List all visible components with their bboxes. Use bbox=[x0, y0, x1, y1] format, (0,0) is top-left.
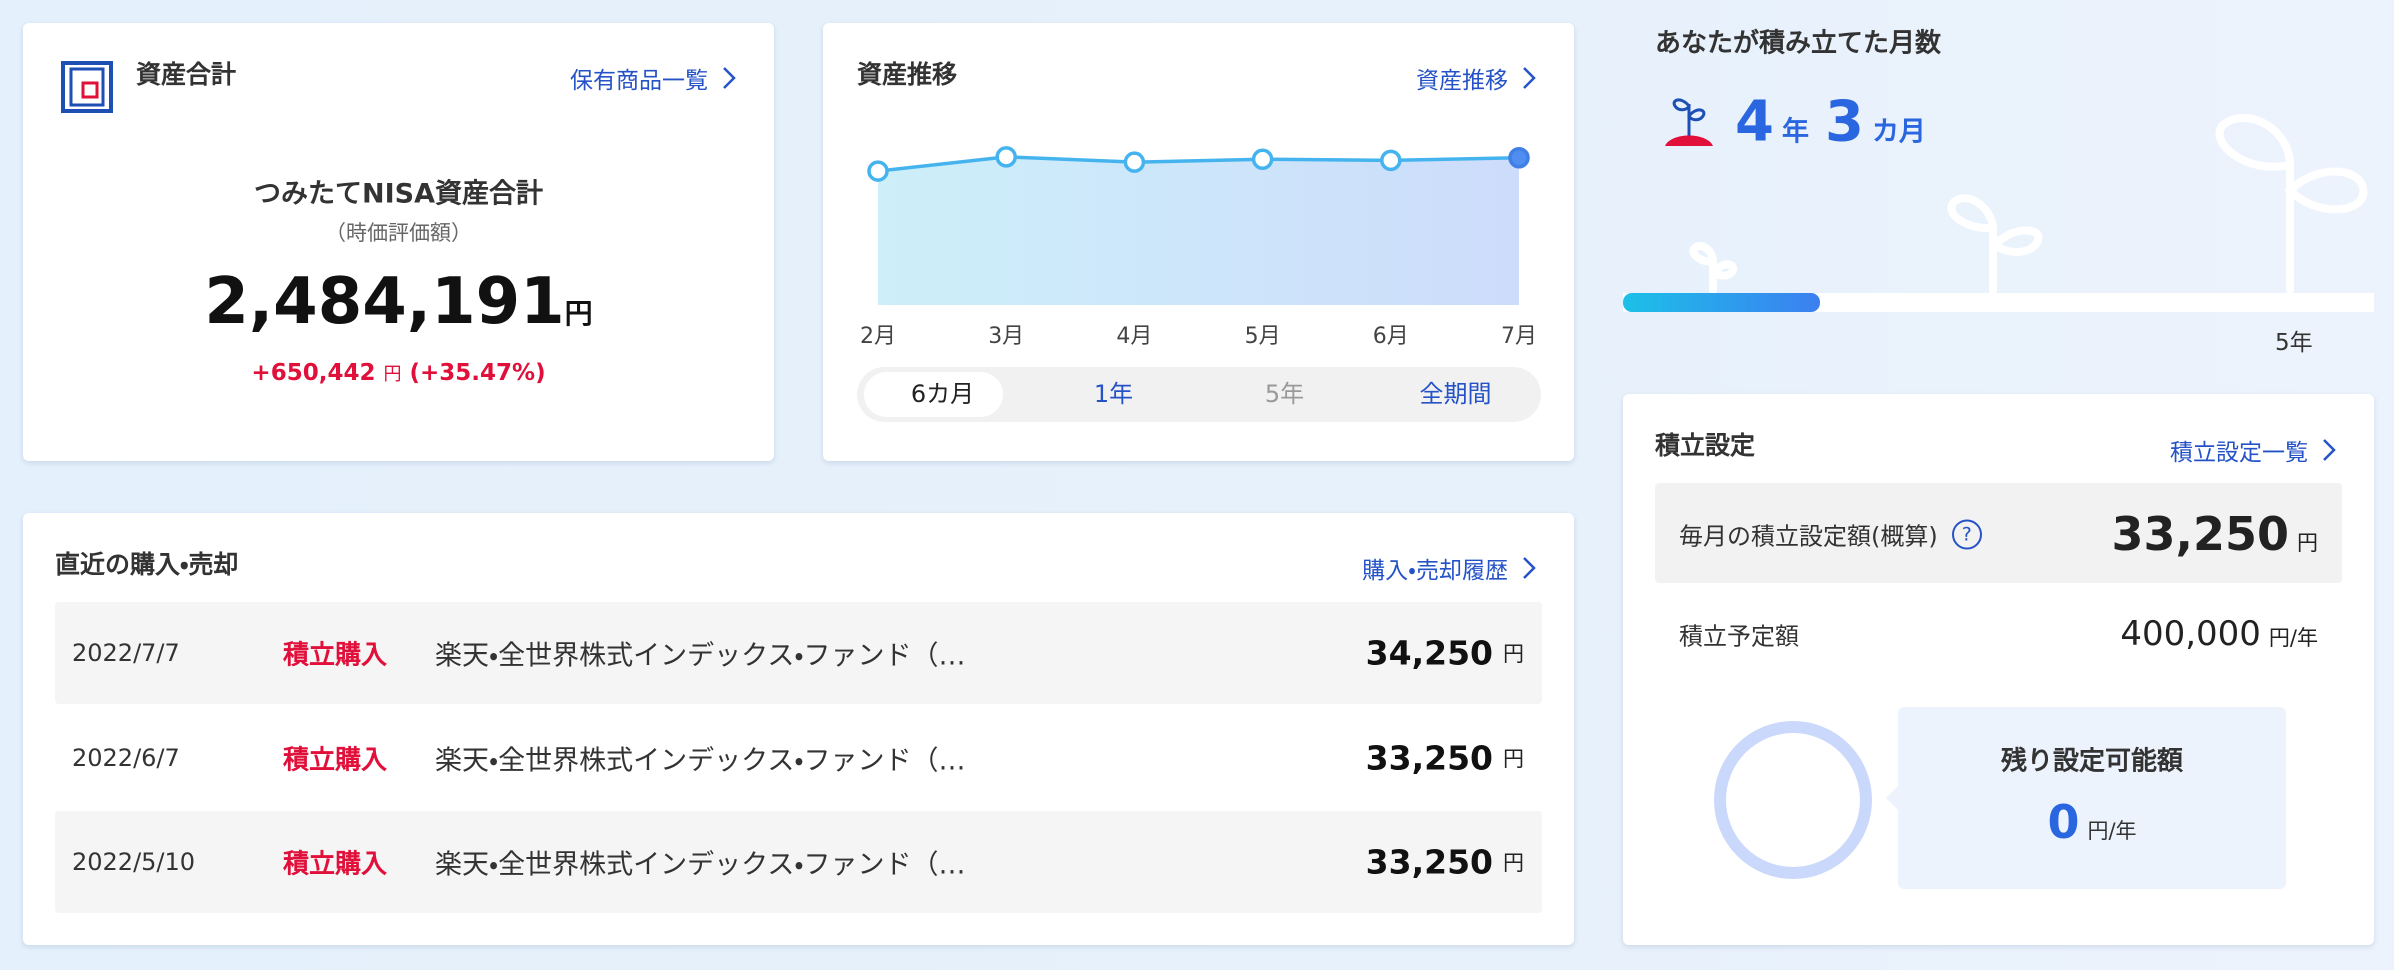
settings-link[interactable]: 積立設定一覧 bbox=[2170, 433, 2336, 467]
date: 2022/7/7 bbox=[72, 639, 180, 667]
point bbox=[995, 146, 1017, 168]
point bbox=[1380, 149, 1402, 172]
link-text[interactable]: 保有商品一覧 bbox=[570, 68, 708, 94]
x-tick-label: 5月 bbox=[1245, 324, 1281, 349]
date: 2022/6/7 bbox=[72, 743, 180, 772]
fund: 楽天・全世界株式インデックス・ファンド（… bbox=[435, 745, 966, 776]
x-tick-label: 2月 bbox=[860, 324, 896, 349]
amount: 33,250 bbox=[1365, 738, 1493, 777]
date: 2022/5/10 bbox=[72, 848, 196, 876]
planned-unit: 円/年 bbox=[2268, 626, 2318, 650]
gain-unit: 円 bbox=[383, 364, 402, 385]
years: 4 bbox=[1735, 89, 1774, 155]
amount: 2,484,191 bbox=[204, 265, 565, 339]
unit: 円 bbox=[1503, 642, 1524, 666]
asset-trend-card: 2月 3月 4月 5月 6月 7月 資産推移 資産推移 6カ月 1年 5年 全期間 bbox=[823, 23, 1574, 461]
monthly-amount: 33,250 bbox=[2111, 507, 2289, 561]
chevron bbox=[1523, 67, 1536, 89]
recent-card: 直近の購入・売却 購入・売却履歴 2022/7/7 積立購入 楽天・全世界株式インデ… bbox=[23, 513, 1574, 945]
trend-chart: 2月 3月 4月 5月 6月 7月 bbox=[860, 146, 1537, 349]
monthly-unit: 円 bbox=[2297, 531, 2318, 555]
card-title: 直近の購入・売却 bbox=[55, 550, 239, 579]
monthly-amount-group: 33,250 円 bbox=[2111, 507, 2318, 561]
asset-total-card: 資産合計 保有商品一覧 つみたてNISA資産合計 （時価評価額） 2,484,1… bbox=[23, 23, 774, 461]
months-unit: カ月 bbox=[1871, 116, 1926, 148]
years-unit: 年 bbox=[1781, 116, 1809, 148]
planned-amount: 400,000 bbox=[2120, 614, 2261, 654]
x-tick-label: 6月 bbox=[1373, 324, 1409, 349]
fund: 楽天・全世界株式インデックス・ファンド（… bbox=[435, 640, 966, 672]
period-tab[interactable]: 1年 bbox=[1093, 380, 1134, 408]
chevron bbox=[2323, 439, 2336, 461]
transaction-row[interactable]: 2022/5/10 積立購入 楽天・全世界株式インデックス・ファンド（… 円 33,25… bbox=[55, 811, 1542, 913]
gain-pct: (+35.47%) bbox=[409, 360, 546, 386]
monthly-label-group: 毎月の積立設定額(概算)? bbox=[1679, 517, 1982, 552]
monthly-box: 毎月の積立設定額(概算)? 33,250 円 bbox=[1655, 483, 2342, 583]
unit: 円 bbox=[1503, 851, 1524, 875]
area bbox=[878, 156, 1519, 305]
remaining-amount-group: 0 円/年 bbox=[1898, 795, 2286, 849]
pointer bbox=[1886, 786, 1898, 810]
period-tab[interactable]: 5年 bbox=[1264, 380, 1305, 408]
planned-label: 積立予定額 bbox=[1679, 622, 1799, 651]
point bbox=[1251, 148, 1274, 170]
transaction-row[interactable]: 2022/7/7 積立購入 楽天・全世界株式インデックス・ファンド（… 円 34,250 bbox=[55, 602, 1542, 704]
remaining-box: 残り設定可能額 0 円/年 bbox=[1886, 707, 2286, 889]
goal-label: 5年 bbox=[2275, 330, 2313, 356]
fund: 楽天・全世界株式インデックス・ファンド（… bbox=[435, 849, 966, 881]
x-tick-label: 4月 bbox=[1116, 324, 1152, 349]
nisa-label: つみたてNISA資産合計 bbox=[254, 178, 543, 210]
unit: 円 bbox=[564, 297, 593, 330]
remaining-amount: 0 bbox=[2047, 795, 2080, 849]
point bbox=[867, 160, 889, 182]
x-tick-label: 7月 bbox=[1501, 324, 1537, 349]
gain: +650,442 円 (+35.47%) bbox=[23, 360, 774, 386]
monthly-label: 毎月の積立設定額(概算) bbox=[1679, 522, 1938, 551]
remaining-unit: 円/年 bbox=[2087, 819, 2137, 843]
chevron bbox=[723, 67, 736, 89]
amount: 33,250 bbox=[1365, 842, 1493, 882]
unit: 円 bbox=[1503, 746, 1524, 771]
chevron bbox=[1523, 557, 1536, 579]
help-icon[interactable]: ? bbox=[1951, 519, 1982, 549]
period-tabs: 6カ月 1年 5年 全期間 bbox=[857, 367, 1541, 422]
period-tab[interactable]: 6カ月 bbox=[910, 380, 975, 408]
line bbox=[877, 155, 1520, 173]
period-tab[interactable]: 全期間 bbox=[1419, 380, 1492, 408]
planned-amount-group: 400,000 円/年 bbox=[2120, 614, 2318, 654]
months-panel: あなたが積み立てた月数 4 年 3 カ月 5年 bbox=[1623, 0, 2374, 380]
link-text[interactable]: 購入・売却履歴 bbox=[1362, 558, 1508, 584]
link-text[interactable]: 資産推移 bbox=[1416, 68, 1508, 94]
transaction-row[interactable]: 2022/6/7 積立購入 楽天・全世界株式インデックス・ファンド（… 円 33,250 bbox=[55, 707, 1542, 809]
point bbox=[1508, 147, 1530, 169]
type: 積立購入 bbox=[283, 745, 388, 775]
months-title: あなたが積み立てた月数 bbox=[1655, 28, 1942, 59]
selected-pill bbox=[864, 372, 1003, 417]
card-title: 資産推移 bbox=[857, 60, 958, 89]
months: 3 bbox=[1824, 89, 1864, 155]
remaining-label: 残り設定可能額 bbox=[2000, 746, 2183, 777]
gain-amount: +650,442 bbox=[251, 360, 376, 386]
plant-decor bbox=[1623, 113, 2374, 312]
history-link[interactable]: 購入・売却履歴 bbox=[1362, 551, 1536, 585]
card-title: 積立設定 bbox=[1655, 431, 1756, 460]
point bbox=[1123, 151, 1146, 173]
months-value: 4 年 3 カ月 bbox=[1735, 90, 1926, 155]
asset-icon bbox=[61, 61, 113, 113]
type: 積立購入 bbox=[283, 849, 388, 880]
trend-link[interactable]: 資産推移 bbox=[1416, 61, 1536, 95]
card-title: 資産合計 bbox=[136, 60, 237, 89]
total-amount: 2,484,191円 bbox=[23, 265, 774, 339]
type: 積立購入 bbox=[283, 640, 388, 671]
nisa-sublabel: （時価評価額） bbox=[325, 221, 472, 245]
remaining-ring bbox=[1714, 721, 1872, 879]
holdings-link[interactable]: 保有商品一覧 bbox=[570, 61, 736, 95]
settings-card: 積立設定 積立設定一覧 毎月の積立設定額(概算)? 33,250 円 積立予定額 … bbox=[1623, 394, 2374, 945]
x-tick-label: 3月 bbox=[988, 324, 1024, 349]
sprout-icon bbox=[1665, 98, 1713, 146]
link-text[interactable]: 積立設定一覧 bbox=[2170, 440, 2308, 466]
amount: 34,250 bbox=[1365, 633, 1493, 673]
